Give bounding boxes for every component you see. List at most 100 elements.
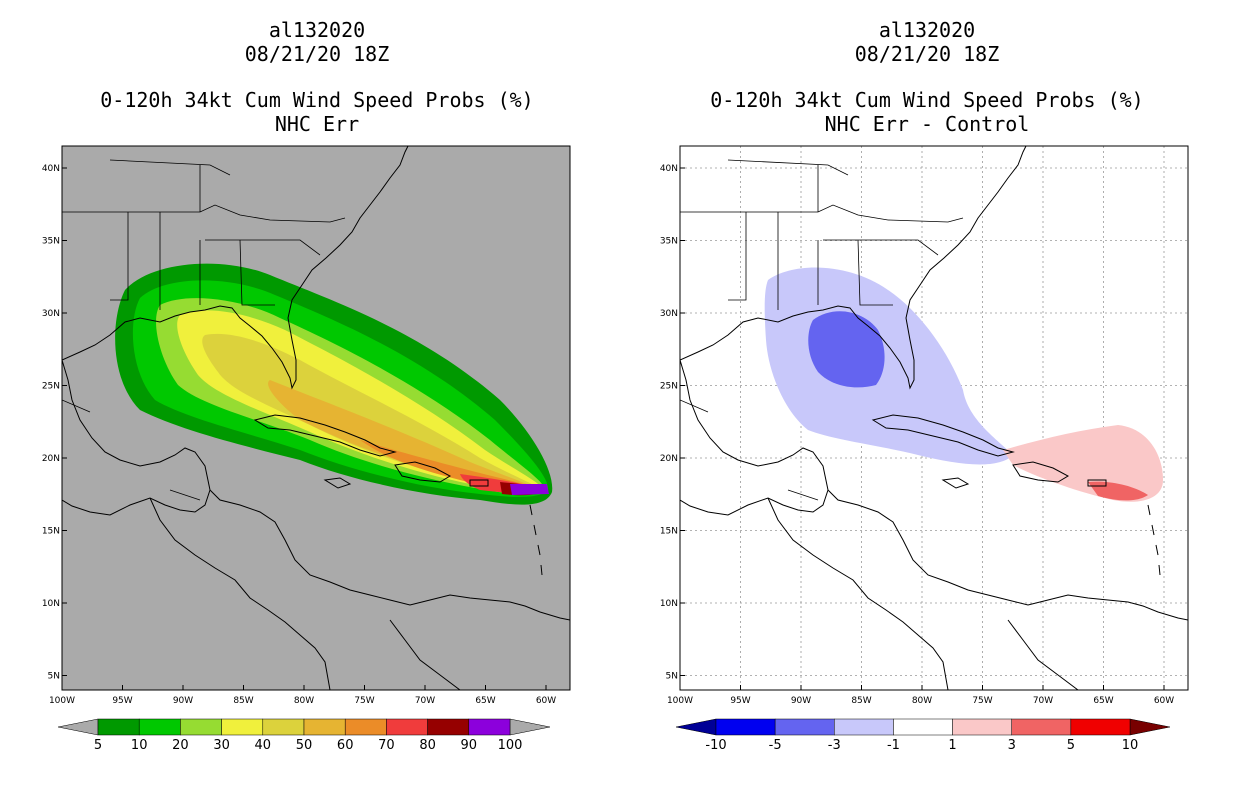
diff-region-plus1	[1003, 425, 1163, 502]
colorbar-segment	[180, 718, 222, 736]
colorbar-label: 10	[1122, 738, 1139, 753]
left-storm-id: al132020	[268, 18, 366, 42]
colorbar-segment	[427, 718, 470, 736]
left-probability-field	[62, 146, 570, 690]
colorbar-segment	[138, 718, 181, 736]
prob-contour-50	[268, 380, 538, 491]
diff-region-minus3	[808, 311, 885, 388]
colorbar-segment	[344, 718, 387, 736]
colorbar-segment	[468, 718, 511, 736]
left-axes: 40N 35N 30N 25N 20N 15N 10N 5N 100W 95W 90W 85W 80W 7…	[42, 164, 556, 706]
colorbar-label: -3	[828, 738, 841, 753]
lon-label: 95W	[730, 696, 750, 706]
right-colorbar: -10 -5 -3 -1 1 3 5 10	[675, 718, 1171, 753]
right-map-panel: 40N 35N 30N 25N 20N 15N 10N 5N 100W 95W 90W 85W 80W 7…	[660, 145, 1189, 706]
lon-label: 60W	[1154, 696, 1174, 706]
lat-label: 30N	[660, 309, 678, 319]
right-date: 08/21/20 18Z	[854, 42, 1000, 66]
colorbar-label: -5	[769, 738, 782, 753]
colorbar-segment	[303, 718, 346, 736]
right-storm-id: al132020	[878, 18, 976, 42]
colorbar-segment	[774, 718, 835, 736]
lon-label: 100W	[49, 696, 75, 706]
colorbar-segment	[386, 718, 428, 736]
colorbar-label: 40	[255, 738, 272, 753]
colorbar-segment	[97, 718, 140, 736]
right-subtitle: NHC Err - Control	[824, 112, 1030, 136]
lon-label: 65W	[475, 696, 495, 706]
right-map-frame	[679, 145, 1189, 691]
lat-label: 15N	[42, 527, 60, 537]
lon-label: 80W	[912, 696, 932, 706]
colorbar-label: -1	[887, 738, 900, 753]
colorbar-segment	[834, 718, 894, 736]
lon-label: 75W	[354, 696, 374, 706]
lat-label: 15N	[660, 527, 678, 537]
lat-label: 30N	[42, 309, 60, 319]
lon-label: 90W	[173, 696, 193, 706]
lon-label: 80W	[294, 696, 314, 706]
colorbar-label: 80	[419, 738, 436, 753]
lon-label: 85W	[851, 696, 871, 706]
lat-label: 5N	[48, 672, 60, 682]
colorbar-label: 10	[131, 738, 148, 753]
lon-label: 60W	[536, 696, 556, 706]
lat-label: 40N	[42, 164, 60, 174]
prob-contour-40	[202, 333, 540, 491]
colorbar-label: 70	[378, 738, 395, 753]
lon-label: 90W	[791, 696, 811, 706]
lat-label: 10N	[660, 599, 678, 609]
colorbar-label: 60	[337, 738, 354, 753]
colorbar-segment	[1070, 718, 1131, 736]
lat-label: 25N	[42, 382, 60, 392]
colorbar-label: 5	[1067, 738, 1075, 753]
lat-label: 40N	[660, 164, 678, 174]
lat-label: 20N	[42, 454, 60, 464]
colorbar-high-end	[1129, 718, 1171, 736]
colorbar-low-end	[57, 718, 99, 736]
lat-label: 35N	[42, 237, 60, 247]
lon-label: 70W	[415, 696, 435, 706]
prob-contour-60	[360, 440, 538, 492]
left-map-frame	[61, 145, 571, 691]
right-difference-field	[764, 267, 1163, 502]
colorbar-label: 30	[213, 738, 230, 753]
colorbar-segment	[1011, 718, 1072, 736]
right-product: 0-120h 34kt Cum Wind Speed Probs (%)	[710, 88, 1144, 112]
right-axes: 40N 35N 30N 25N 20N 15N 10N 5N 100W 95W 90W 85W 80W 7…	[660, 164, 1174, 706]
lon-label: 70W	[1033, 696, 1053, 706]
lon-label: 95W	[112, 696, 132, 706]
lat-label: 35N	[660, 237, 678, 247]
left-date: 08/21/20 18Z	[244, 42, 390, 66]
colorbar-low-end	[675, 718, 717, 736]
colorbar-label: 90	[461, 738, 478, 753]
colorbar-high-end	[509, 718, 551, 736]
colorbar-label: 1	[948, 738, 956, 753]
left-map-panel: 40N 35N 30N 25N 20N 15N 10N 5N 100W 95W 90W 85W 80W 7…	[42, 145, 571, 706]
colorbar-segment	[715, 718, 776, 736]
colorbar-label: -10	[705, 738, 726, 753]
colorbar-label: 3	[1008, 738, 1016, 753]
colorbar-segment	[952, 718, 1012, 736]
colorbar-segment	[262, 718, 305, 736]
lat-label: 20N	[660, 454, 678, 464]
lat-label: 10N	[42, 599, 60, 609]
lat-label: 25N	[660, 382, 678, 392]
colorbar-label: 20	[172, 738, 189, 753]
colorbar-segment	[221, 718, 264, 736]
left-colorbar: 5 10 20 30 40 50 60 70 80 90 100	[57, 718, 551, 753]
lat-label: 5N	[666, 672, 678, 682]
colorbar-label: 50	[296, 738, 313, 753]
lon-label: 85W	[233, 696, 253, 706]
left-product: 0-120h 34kt Cum Wind Speed Probs (%)	[100, 88, 534, 112]
colorbar-label: 100	[498, 738, 523, 753]
lon-label: 100W	[667, 696, 693, 706]
lon-label: 75W	[972, 696, 992, 706]
left-title: al132020 08/21/20 18Z 0-120h 34kt Cum Wi…	[62, 18, 572, 136]
colorbar-label: 5	[94, 738, 102, 753]
prob-contour-90	[510, 484, 549, 495]
right-title: al132020 08/21/20 18Z 0-120h 34kt Cum Wi…	[672, 18, 1182, 136]
left-subtitle: NHC Err	[274, 112, 360, 136]
colorbar-segment	[893, 718, 953, 736]
